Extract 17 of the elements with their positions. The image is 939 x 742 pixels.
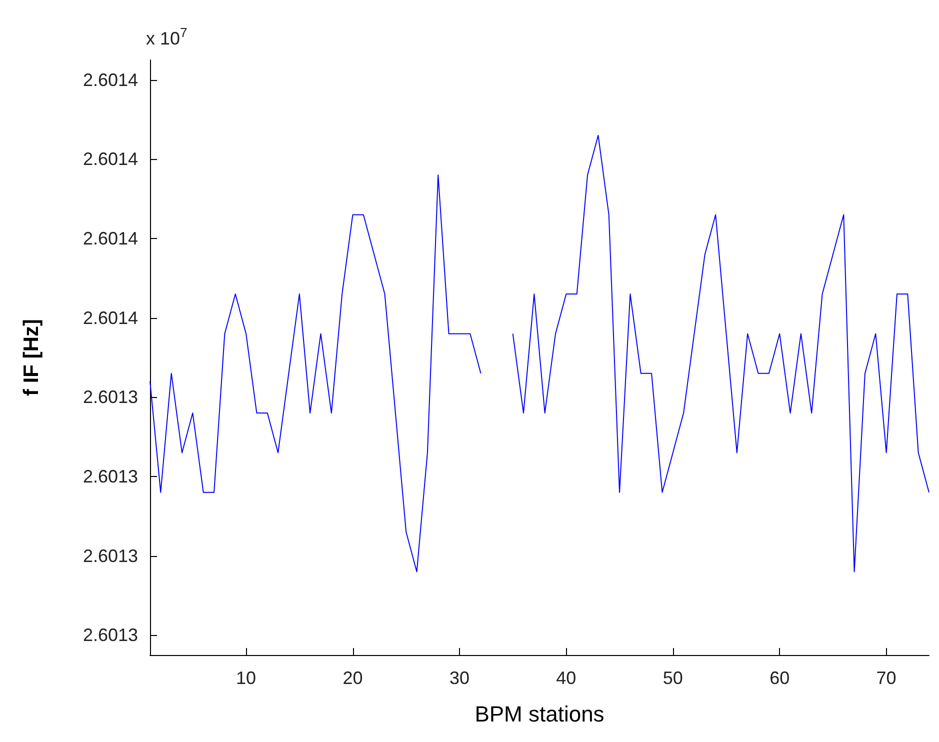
x-tick-label: 70 [876,668,896,688]
y-tick-label: 2.6013 [82,625,138,646]
y-axis-title: f IF [Hz] [20,319,43,396]
x-tick-label: 50 [662,668,683,688]
y-tick-label: 2.6014 [82,149,138,170]
x-tick-label: 40 [556,668,576,688]
x-axis-title: BPM stations [474,702,604,726]
y-tick-label: 2.6013 [82,546,138,566]
x-tick-label: 60 [770,668,790,688]
x-tick-label: 20 [342,668,363,688]
y-tick-label: 2.6014 [82,308,138,328]
x-tick-label: 30 [449,668,470,688]
x-tick-label: 10 [236,668,256,688]
y-tick-label: 2.6014 [82,228,138,248]
y-tick-label: 2.6014 [82,70,138,90]
y-tick-label: 2.6013 [82,387,138,408]
y-tick-label: 2.6013 [82,466,138,486]
